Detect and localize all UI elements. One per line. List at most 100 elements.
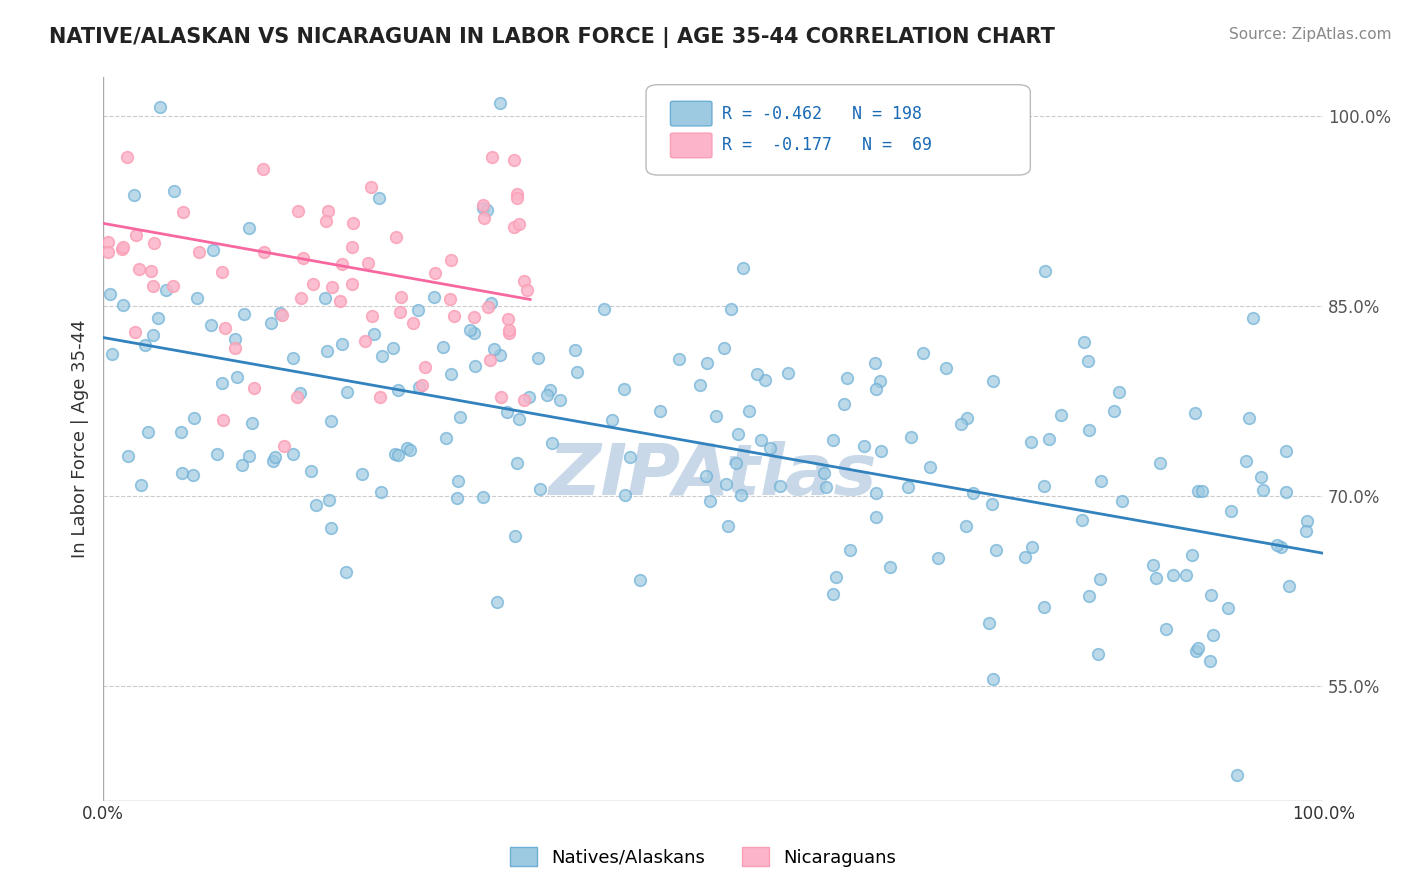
Point [852,439,875,453]
Point [202,243,225,257]
Point [434,431,457,445]
Point [439,292,461,306]
Point [183,411,205,425]
FancyBboxPatch shape [645,85,1031,175]
Point [754,373,776,387]
Point [124,326,146,340]
Point [110,242,132,256]
Point [1201,628,1223,642]
Point [354,334,377,349]
Text: ZIPAtlas: ZIPAtlas [548,441,877,509]
Point [1163,568,1185,582]
Point [463,326,485,340]
Point [142,235,165,250]
Point [319,521,342,535]
Point [949,417,972,431]
Point [128,261,150,276]
Point [508,217,530,231]
Point [935,360,957,375]
Point [172,466,194,480]
Point [1199,588,1222,602]
Point [1038,432,1060,446]
Point [749,433,772,447]
Point [142,278,165,293]
Point [1234,454,1257,468]
Point [387,383,409,397]
Point [155,283,177,297]
Point [169,425,191,440]
Point [540,436,562,450]
Point [1078,590,1101,604]
Point [602,413,624,427]
Point [513,393,536,408]
Point [1270,540,1292,554]
Point [318,204,340,219]
Point [115,150,138,164]
Point [981,374,1004,388]
Point [489,95,512,110]
Point [821,587,844,601]
Point [1033,264,1056,278]
Point [1021,540,1043,554]
Point [285,390,308,404]
Point [538,383,561,397]
Point [288,385,311,400]
Point [1184,406,1206,420]
Point [491,391,513,405]
Point [503,220,526,235]
Point [233,307,256,321]
Point [738,404,761,418]
Point [713,341,735,355]
Point [769,478,792,492]
Point [172,205,194,219]
Point [283,351,305,365]
Point [517,390,540,404]
Point [240,416,263,430]
Point [211,265,233,279]
Point [529,483,551,497]
Point [318,493,340,508]
Point [481,150,503,164]
Point [869,374,891,388]
Point [506,187,529,202]
Point [471,201,494,215]
Point [835,371,858,385]
Point [567,365,589,379]
Point [1199,654,1222,668]
Point [613,488,636,502]
FancyBboxPatch shape [671,102,711,126]
Point [495,405,517,419]
Point [136,425,159,439]
Point [402,316,425,330]
Point [1174,568,1197,582]
Point [503,153,526,167]
Point [696,356,718,370]
Point [117,449,139,463]
Point [1149,456,1171,470]
Point [706,409,728,424]
Point [399,442,422,457]
Point [464,359,486,374]
Legend: Natives/Alaskans, Nicaraguans: Natives/Alaskans, Nicaraguans [503,840,903,874]
Text: R =  -0.177   N =  69: R = -0.177 N = 69 [721,136,932,154]
Point [440,367,463,381]
Point [733,261,755,276]
Point [689,378,711,392]
Point [149,100,172,114]
Point [496,312,519,326]
Point [262,454,284,468]
Point [962,486,984,500]
Point [479,352,502,367]
Point [1191,483,1213,498]
Point [1144,571,1167,585]
Point [1181,548,1204,562]
Point [1243,310,1265,325]
Point [252,162,274,177]
Point [458,323,481,337]
Point [439,253,461,268]
Point [224,341,246,355]
Point [299,464,322,478]
Point [486,594,509,608]
Point [506,456,529,470]
Point [472,211,495,225]
